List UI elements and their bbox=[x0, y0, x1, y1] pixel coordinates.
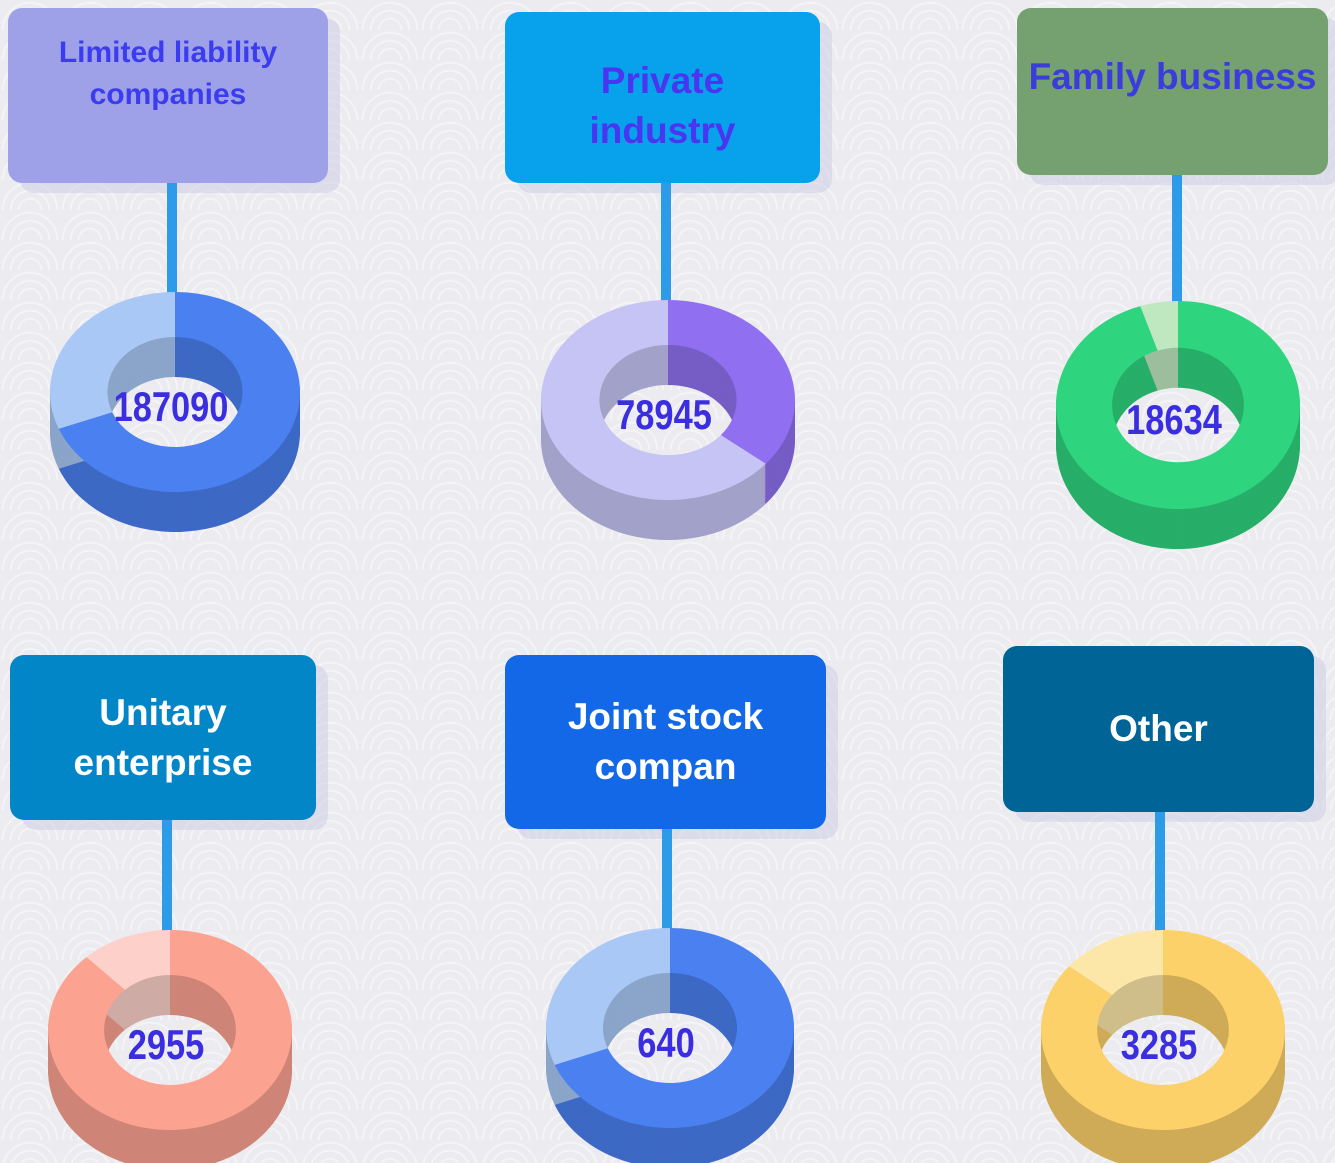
donut-segment-top bbox=[554, 928, 794, 1128]
donut-remainder-top bbox=[545, 928, 670, 1065]
donut-top bbox=[1055, 301, 1300, 509]
value-label: 78945 bbox=[616, 392, 712, 439]
category-label: Joint stock compan bbox=[567, 696, 764, 787]
value-group: 187090 bbox=[114, 384, 229, 431]
connector-line bbox=[1155, 812, 1165, 934]
category-box: Other bbox=[1003, 646, 1314, 812]
donut-top bbox=[47, 930, 292, 1131]
value-label: 187090 bbox=[114, 384, 229, 431]
category-box: Private industry bbox=[505, 12, 820, 183]
donut-top bbox=[1041, 930, 1285, 1130]
value-group: 18634 bbox=[1126, 397, 1222, 444]
category-box: Family business bbox=[1017, 8, 1328, 175]
donut-segment-top bbox=[58, 292, 300, 492]
value-group: 2955 bbox=[128, 1022, 205, 1069]
donut-remainder-top bbox=[86, 930, 170, 990]
value-group: 3285 bbox=[1121, 1022, 1198, 1069]
category-label: Limited liability companies bbox=[58, 36, 278, 111]
donut-segment-top bbox=[47, 930, 292, 1131]
value-label: 18634 bbox=[1126, 397, 1222, 444]
value-label: 3285 bbox=[1121, 1022, 1198, 1069]
category-box: Unitary enterprise bbox=[10, 655, 316, 820]
donut-top bbox=[1140, 301, 1178, 351]
donut-top bbox=[540, 300, 766, 501]
donut-segment-top bbox=[1055, 301, 1300, 509]
donut-top bbox=[1068, 930, 1163, 995]
category-label: Unitary enterprise bbox=[73, 691, 253, 783]
connector-line bbox=[662, 829, 672, 932]
donut-remainder-top bbox=[540, 300, 766, 501]
donut-top bbox=[668, 300, 795, 464]
value-label: 640 bbox=[637, 1020, 694, 1067]
value-group: 78945 bbox=[616, 392, 712, 439]
connector-line bbox=[162, 820, 172, 934]
connector-line bbox=[167, 183, 177, 296]
category-label: Private industry bbox=[589, 60, 736, 151]
category-box: Limited liability companies bbox=[8, 8, 328, 183]
donut-top bbox=[86, 930, 170, 990]
donut-remainder-top bbox=[1140, 301, 1178, 351]
donut-remainder-top bbox=[1068, 930, 1163, 995]
donut-segment-top bbox=[668, 300, 795, 464]
connector-line bbox=[1172, 175, 1182, 305]
donut-remainder-top bbox=[49, 292, 176, 429]
donut-top bbox=[554, 928, 794, 1128]
category-box: Joint stock compan bbox=[505, 655, 826, 829]
donut-top bbox=[58, 292, 300, 492]
donut-segment-top bbox=[1041, 930, 1285, 1130]
category-label: Other bbox=[1109, 708, 1208, 750]
category-label: Family business bbox=[1028, 56, 1317, 97]
value-label: 2955 bbox=[128, 1022, 205, 1069]
value-group: 640 bbox=[637, 1020, 694, 1067]
donut-top bbox=[49, 292, 176, 429]
connector-line bbox=[661, 183, 671, 304]
donut-top bbox=[545, 928, 670, 1065]
